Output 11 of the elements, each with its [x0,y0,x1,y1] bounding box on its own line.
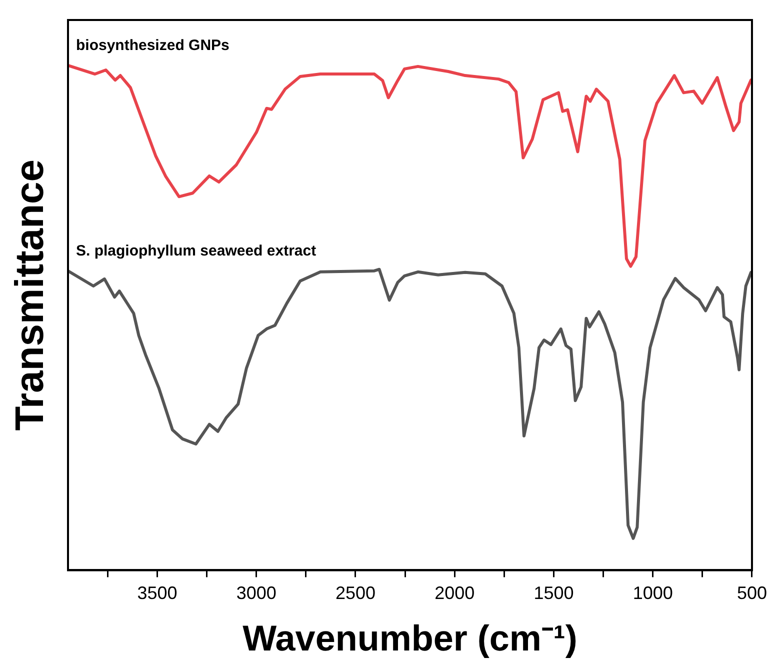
x-tick-label: 2500 [335,582,376,603]
x-tick-label: 500 [736,582,768,603]
series-label: S. plagiophyllum seaweed extract [76,242,316,260]
series-label: biosynthesized GNPs [76,37,230,54]
x-tick-label: 1000 [632,582,673,603]
x-tick-label: 3500 [137,582,178,603]
x-tick-label: 2000 [434,582,475,603]
x-tick-label: 3000 [236,582,276,603]
x-tick-label: 1500 [534,582,574,603]
x-axis-title: Wavenumber (cm⁻¹) [242,617,578,658]
y-axis-title: Transmittance [8,159,52,431]
